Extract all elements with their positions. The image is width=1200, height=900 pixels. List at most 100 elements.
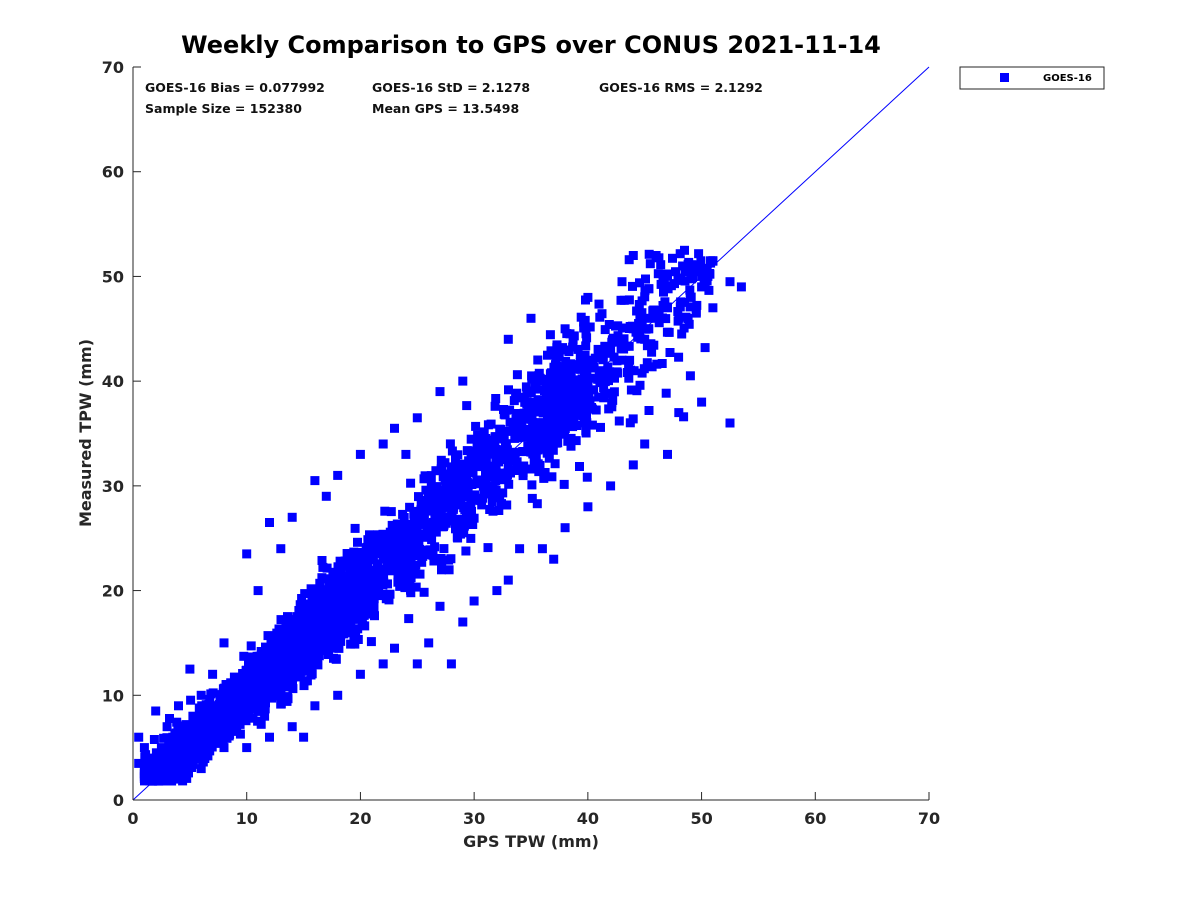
data-point-cloud bbox=[550, 438, 560, 448]
data-point-cloud bbox=[494, 457, 504, 467]
data-point-cloud bbox=[385, 555, 395, 565]
data-point-cloud bbox=[288, 684, 298, 694]
data-point-cloud bbox=[594, 346, 604, 356]
data-point-cloud bbox=[624, 373, 634, 383]
data-point bbox=[134, 732, 144, 742]
data-point-cloud bbox=[406, 588, 416, 598]
data-point-cloud bbox=[400, 583, 410, 593]
data-point-cloud bbox=[618, 323, 627, 333]
stats-annotations: GOES-16 Bias = 0.077992 GOES-16 StD = 2.… bbox=[145, 80, 763, 116]
data-point-cloud bbox=[449, 475, 458, 485]
data-point-cloud bbox=[272, 628, 282, 638]
data-point-cloud bbox=[326, 643, 336, 653]
data-point-cloud bbox=[211, 732, 221, 742]
data-point-cloud bbox=[430, 542, 440, 552]
data-point bbox=[685, 292, 695, 302]
data-point bbox=[151, 764, 161, 774]
data-point-cloud bbox=[426, 497, 436, 507]
data-point-cloud bbox=[461, 546, 471, 556]
data-point-cloud bbox=[339, 588, 349, 598]
data-point-cloud bbox=[377, 549, 387, 559]
data-point-cloud bbox=[350, 639, 360, 649]
data-point-cloud bbox=[453, 533, 463, 543]
data-point-cloud bbox=[216, 711, 226, 721]
data-point-cloud bbox=[283, 694, 293, 704]
data-point-cloud bbox=[679, 412, 689, 422]
data-point bbox=[515, 429, 525, 438]
data-point-cloud bbox=[246, 641, 256, 651]
data-point-cloud bbox=[249, 702, 259, 712]
y-tick-label: 60 bbox=[102, 163, 124, 182]
data-point-cloud bbox=[518, 447, 528, 457]
y-tick-label: 50 bbox=[102, 267, 124, 286]
data-point-cloud bbox=[704, 285, 714, 295]
data-point-cloud bbox=[406, 478, 416, 488]
data-point bbox=[492, 586, 502, 596]
data-point-cloud bbox=[419, 474, 429, 484]
data-point-cloud bbox=[573, 395, 583, 405]
data-point-cloud bbox=[161, 771, 170, 781]
data-point-cloud bbox=[523, 445, 533, 455]
data-point-cloud bbox=[244, 652, 254, 662]
data-point-cloud bbox=[544, 453, 554, 463]
data-point-cloud bbox=[576, 380, 586, 390]
data-point-cloud bbox=[607, 335, 617, 345]
reference-line-layer bbox=[132, 66, 930, 801]
data-point-cloud bbox=[674, 352, 684, 362]
data-point-cloud bbox=[536, 425, 546, 435]
data-point-cloud bbox=[341, 572, 351, 581]
data-point-cloud bbox=[527, 480, 537, 490]
data-point-cloud bbox=[300, 629, 310, 639]
data-point-cloud bbox=[333, 612, 343, 622]
data-point-cloud bbox=[468, 520, 478, 529]
data-point bbox=[560, 408, 570, 418]
data-point-cloud bbox=[652, 359, 662, 369]
y-tick-label: 20 bbox=[102, 582, 124, 601]
data-point-cloud bbox=[405, 502, 415, 512]
data-point-cloud bbox=[318, 562, 328, 572]
data-point-cloud bbox=[504, 479, 514, 489]
data-point-cloud bbox=[598, 355, 608, 365]
data-point bbox=[560, 523, 570, 533]
data-point-cloud bbox=[568, 402, 578, 412]
data-point-cloud bbox=[393, 577, 403, 587]
data-point-cloud bbox=[626, 365, 636, 375]
data-point-cloud bbox=[586, 363, 596, 373]
data-point-cloud bbox=[595, 374, 605, 384]
data-point-cloud bbox=[539, 472, 549, 482]
data-point bbox=[390, 643, 399, 653]
data-point-cloud bbox=[229, 672, 239, 682]
data-point-cloud bbox=[397, 553, 407, 563]
y-tick-label: 0 bbox=[113, 791, 124, 810]
data-point-cloud bbox=[645, 259, 655, 269]
data-point-cloud bbox=[275, 639, 285, 649]
data-point-cloud bbox=[462, 401, 472, 411]
data-point bbox=[333, 690, 343, 700]
data-point-cloud bbox=[288, 677, 297, 687]
data-point-cloud bbox=[557, 368, 567, 378]
data-point-cloud bbox=[490, 401, 500, 411]
data-point-cloud bbox=[164, 750, 174, 760]
data-point bbox=[503, 460, 513, 470]
data-point-cloud bbox=[578, 411, 588, 421]
data-point-cloud bbox=[452, 484, 462, 494]
data-point bbox=[145, 753, 155, 763]
data-point-cloud bbox=[209, 717, 219, 727]
data-point-cloud bbox=[432, 482, 441, 492]
data-point bbox=[355, 596, 365, 606]
data-point-cloud bbox=[695, 267, 704, 277]
data-point-cloud bbox=[154, 775, 164, 785]
data-point-cloud bbox=[276, 699, 286, 709]
data-point-cloud bbox=[353, 635, 363, 644]
data-point-cloud bbox=[207, 742, 217, 752]
data-point-cloud bbox=[661, 388, 671, 398]
data-point-cloud bbox=[235, 729, 245, 739]
data-point-cloud bbox=[685, 285, 695, 295]
data-point bbox=[617, 277, 627, 287]
data-point-cloud bbox=[372, 559, 382, 569]
data-point bbox=[560, 324, 570, 334]
data-point-cloud bbox=[404, 614, 414, 624]
data-point-cloud bbox=[332, 600, 341, 610]
data-point-cloud bbox=[487, 497, 497, 507]
data-point-cloud bbox=[552, 385, 562, 395]
